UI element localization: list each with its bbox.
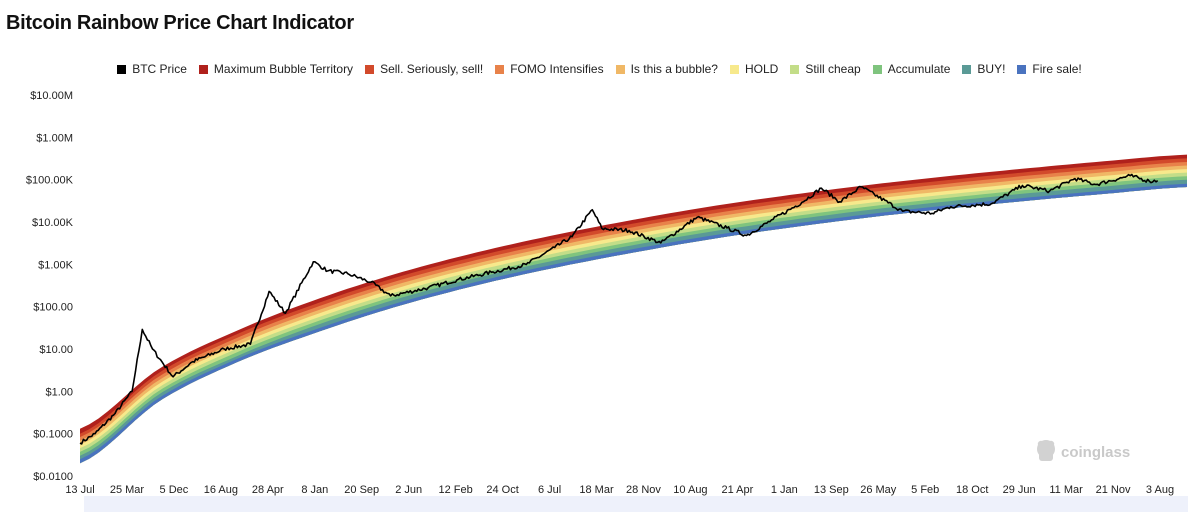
- x-tick-label: 11 Mar: [1049, 484, 1083, 496]
- legend-label: Is this a bubble?: [630, 62, 718, 76]
- legend-label: HOLD: [744, 62, 779, 76]
- x-tick-label: 12 Feb: [439, 484, 473, 496]
- legend-item[interactable]: BTC Price: [117, 62, 187, 76]
- y-tick-label: $1.00K: [38, 259, 74, 271]
- x-tick-label: 20 Sep: [344, 484, 379, 496]
- x-axis: 13 Jul 25 Mar 5 Dec 16 Aug 28 Apr 8 Jan 20 Sep…: [65, 484, 1174, 496]
- x-tick-label: 2 Jun: [395, 484, 422, 496]
- x-tick-label: 26 May: [860, 484, 897, 496]
- y-tick-label: $0.1000: [33, 429, 73, 441]
- y-tick-label: $1.00: [45, 386, 73, 398]
- y-axis: $10.00M $1.00M $100.00K $10.00K $1.00K $100.0…: [26, 90, 74, 483]
- legend-swatch: [198, 64, 208, 74]
- legend-swatch: [117, 64, 127, 74]
- x-tick-label: 29 Jun: [1003, 484, 1036, 496]
- legend-label: BTC Price: [132, 62, 187, 76]
- legend-item[interactable]: Still cheap: [790, 62, 861, 76]
- y-tick-label: $1.00M: [36, 132, 73, 144]
- rainbow-band: [80, 165, 1187, 464]
- legend-label: Still cheap: [805, 62, 861, 76]
- x-tick-label: 21 Apr: [721, 484, 753, 496]
- y-tick-label: $10.00M: [30, 90, 73, 102]
- legend-label: Maximum Bubble Territory: [213, 62, 354, 76]
- chart-legend: BTC Price Maximum Bubble Territory Sell. S…: [0, 61, 1199, 77]
- y-tick-label: $100.00: [33, 302, 73, 314]
- x-tick-label: 8 Jan: [301, 484, 328, 496]
- legend-label: BUY!: [977, 62, 1006, 76]
- x-tick-label: 3 Aug: [1146, 484, 1174, 496]
- x-tick-label: 18 Mar: [579, 484, 614, 496]
- x-tick-label: 28 Apr: [252, 484, 284, 496]
- legend-item[interactable]: Accumulate: [872, 62, 951, 76]
- legend-swatch: [495, 64, 505, 74]
- legend-swatch: [872, 64, 882, 74]
- legend-label: FOMO Intensifies: [510, 62, 604, 76]
- legend-label: Sell. Seriously, sell!: [380, 62, 484, 76]
- legend-swatch: [962, 64, 972, 74]
- x-tick-label: 1 Jan: [771, 484, 798, 496]
- rainbow-bands: [80, 154, 1187, 464]
- legend-item[interactable]: Fire sale!: [1017, 62, 1082, 76]
- legend-swatch: [365, 64, 375, 74]
- y-tick-label: $100.00K: [26, 175, 74, 187]
- coinglass-logo-icon: [1037, 440, 1055, 461]
- legend-item[interactable]: Is this a bubble?: [615, 62, 718, 76]
- x-tick-label: 16 Aug: [204, 484, 238, 496]
- x-tick-label: 10 Aug: [673, 484, 707, 496]
- legend-swatch: [615, 64, 625, 74]
- x-tick-label: 6 Jul: [538, 484, 561, 496]
- legend-item[interactable]: Maximum Bubble Territory: [198, 62, 354, 76]
- rainbow-band: [80, 176, 1187, 464]
- rainbow-band: [80, 172, 1187, 464]
- x-tick-label: 18 Oct: [956, 484, 988, 496]
- legend-swatch: [1017, 64, 1027, 74]
- x-tick-label: 24 Oct: [486, 484, 518, 496]
- x-tick-label: 13 Sep: [814, 484, 849, 496]
- y-tick-label: $10.00: [39, 344, 73, 356]
- btc-price-series: [79, 173, 1159, 445]
- legend-swatch: [729, 64, 739, 74]
- legend-label: Accumulate: [887, 62, 951, 76]
- x-tick-label: 21 Nov: [1096, 484, 1131, 496]
- x-tick-label: 25 Mar: [110, 484, 145, 496]
- rainbow-band: [80, 162, 1187, 464]
- navigator-strip[interactable]: [84, 496, 1188, 512]
- legend-item[interactable]: Sell. Seriously, sell!: [365, 62, 483, 76]
- watermark-text: coinglass: [1061, 444, 1130, 461]
- x-tick-label: 13 Jul: [65, 484, 94, 496]
- page-title: Bitcoin Rainbow Price Chart Indicator: [6, 12, 354, 34]
- legend-item[interactable]: FOMO Intensifies: [495, 62, 604, 76]
- legend-item[interactable]: HOLD: [729, 62, 779, 76]
- rainbow-band: [80, 169, 1187, 464]
- x-tick-label: 28 Nov: [626, 484, 661, 496]
- x-tick-label: 5 Dec: [160, 484, 189, 496]
- coinglass-watermark: coinglass: [1037, 440, 1130, 461]
- rainbow-band: [80, 158, 1187, 464]
- y-tick-label: $10.00K: [32, 217, 74, 229]
- legend-swatch: [790, 64, 800, 74]
- legend-item[interactable]: BUY!: [962, 62, 1005, 76]
- legend-label: Fire sale!: [1032, 62, 1082, 76]
- y-tick-label: $0.0100: [33, 471, 73, 483]
- x-tick-label: 5 Feb: [911, 484, 939, 496]
- btc-price-line[interactable]: [79, 173, 1159, 445]
